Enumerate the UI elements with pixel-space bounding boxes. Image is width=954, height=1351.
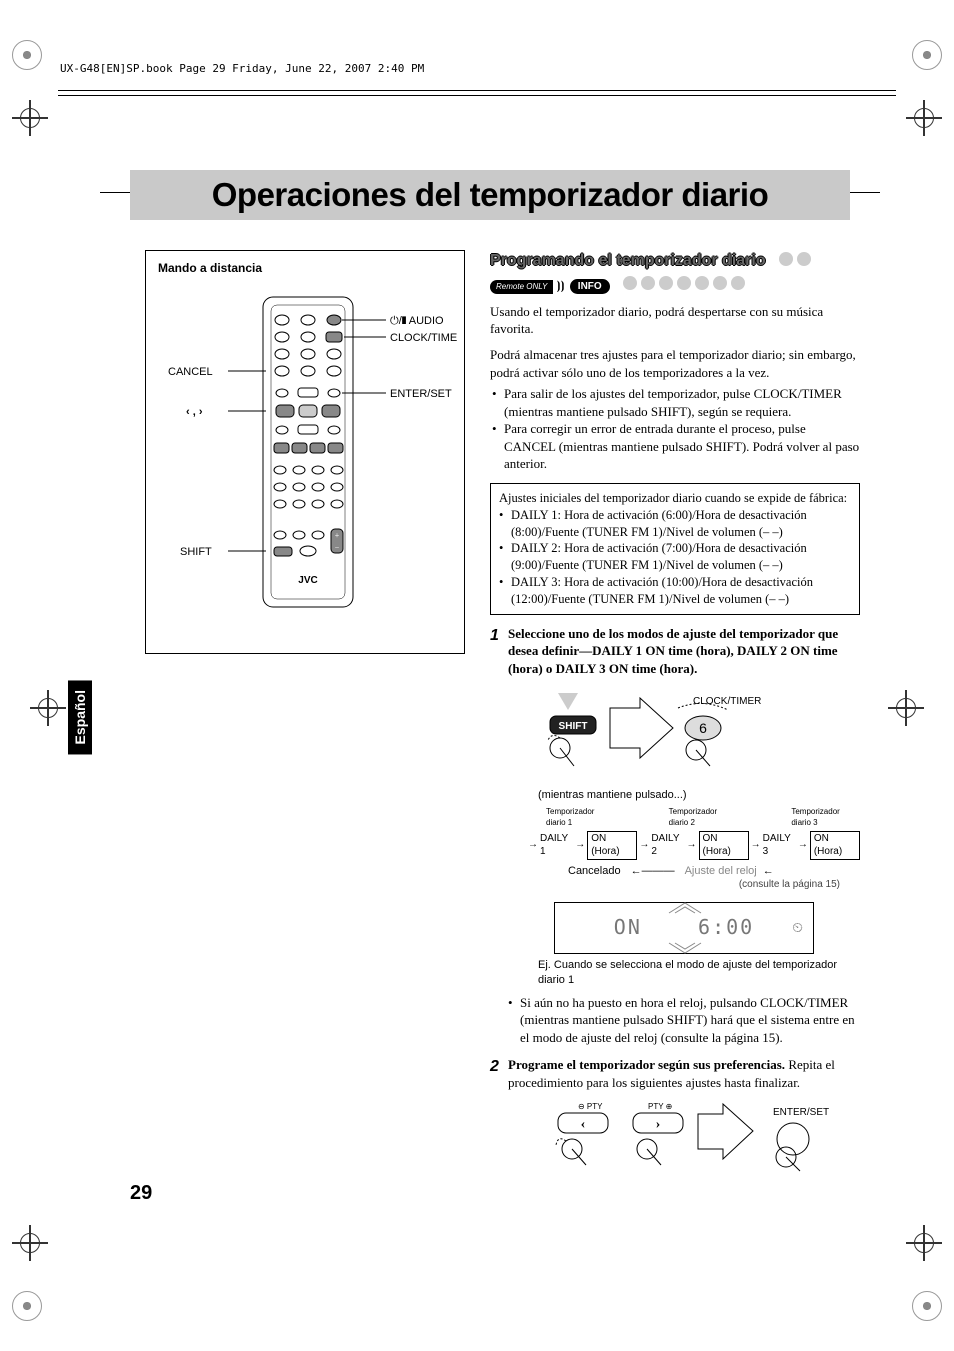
flow-caption: (mientras mantiene pulsado...) [538, 788, 860, 803]
signal-icon: ⦘⦘ [557, 278, 565, 292]
svg-text:CLOCK/TIMER: CLOCK/TIMER [693, 696, 761, 707]
step-1: 1 Seleccione uno de los modos de ajuste … [490, 625, 860, 1046]
info-badge: INFO [570, 279, 610, 295]
step-bold: Programe el temporizador según sus prefe… [508, 1057, 785, 1072]
svg-text:SHIFT: SHIFT [559, 721, 588, 732]
section-heading: Programando el temporizador diario [490, 250, 766, 272]
lcd-text: ON 6:00 [614, 914, 754, 941]
crop-mark [906, 100, 942, 136]
print-mark [12, 1291, 42, 1321]
bullet-item: •Para salir de los ajustes del temporiza… [492, 385, 860, 420]
rule [58, 95, 896, 96]
page-number: 29 [130, 1182, 152, 1205]
lcd-caption: Ej. Cuando se selecciona el modo de ajus… [538, 958, 860, 988]
clock-icon: ⏲ [792, 919, 803, 938]
factory-item: •DAILY 1: Hora de activación (6:00)/Hora… [499, 507, 851, 541]
page-title: Operaciones del temporizador diario [130, 176, 850, 214]
para-text: Podrá almacenar tres ajustes para el tem… [490, 346, 860, 381]
flow-diagram: Temporizador diario 1 Temporizador diari… [528, 807, 860, 892]
print-mark [912, 40, 942, 70]
step-number: 1 [490, 625, 508, 1046]
bullet-item: •Para corregir un error de entrada duran… [492, 420, 860, 473]
factory-item: •DAILY 3: Hora de activación (10:00)/Hor… [499, 574, 851, 608]
crop-mark [888, 690, 924, 726]
content-column: Programando el temporizador diario Remot… [490, 250, 860, 1184]
crop-mark [12, 100, 48, 136]
step-text: Seleccione uno de los modos de ajuste de… [508, 626, 838, 676]
crop-mark [906, 1225, 942, 1261]
label-shift: SHIFT [180, 546, 212, 558]
factory-settings-box: Ajustes iniciales del temporizador diari… [490, 483, 860, 615]
bullet-list: •Para salir de los ajustes del temporiza… [490, 385, 860, 473]
header-line: UX-G48[EN]SP.book Page 29 Friday, June 2… [60, 62, 424, 75]
label-arrows: ‹ , › [186, 406, 203, 418]
svg-text:⊖ PTY: ⊖ PTY [578, 1102, 603, 1111]
remote-title: Mando a distancia [158, 261, 452, 275]
svg-text:ENTER/SET: ENTER/SET [773, 1107, 829, 1118]
svg-text:›: › [656, 1117, 661, 1132]
label-audio: ⏻/❚ AUDIO [390, 315, 444, 327]
page-title-bar: Operaciones del temporizador diario [130, 170, 850, 220]
svg-text:−: − [335, 543, 340, 552]
step-2: 2 Programe el temporizador según sus pre… [490, 1056, 860, 1184]
print-mark [912, 1291, 942, 1321]
lcd-display: ON 6:00 ⏲ [554, 902, 814, 954]
factory-lead: Ajustes iniciales del temporizador diari… [499, 490, 851, 507]
label-enter: ENTER/SET [390, 388, 452, 400]
sub-bullet: •Si aún no ha puesto en hora el reloj, p… [508, 994, 860, 1047]
svg-text:6: 6 [699, 720, 707, 736]
remote-only-badge: Remote ONLY [490, 280, 553, 295]
rule [850, 192, 880, 193]
rule [100, 192, 130, 193]
intro-text: Usando el temporizador diario, podrá des… [490, 303, 860, 338]
brand-label: JVC [298, 575, 317, 586]
label-clock: CLOCK/TIMER [390, 332, 458, 344]
svg-text:PTY ⊕: PTY ⊕ [648, 1102, 672, 1111]
crop-mark [12, 1225, 48, 1261]
dots-icon [775, 252, 811, 271]
dots-icon [619, 276, 745, 295]
buttons-diagram: ⊖ PTY ‹ PTY ⊕ › ENTER/SET [548, 1099, 860, 1184]
step-number: 2 [490, 1056, 508, 1184]
svg-text:+: + [335, 531, 340, 540]
remote-box: Mando a distancia [145, 250, 465, 654]
badge-row: Remote ONLY ⦘⦘ INFO [490, 276, 860, 295]
svg-text:‹: ‹ [581, 1117, 586, 1132]
label-cancel: CANCEL [168, 366, 213, 378]
shift-clock-diagram: SHIFT CLOCK/TIMER 6 [528, 688, 860, 783]
factory-item: •DAILY 2: Hora de activación (7:00)/Hora… [499, 540, 851, 574]
remote-diagram: + − JVC CANCEL ‹ , › SHIFT ⏻/❚ AUDIO CLO… [158, 285, 452, 635]
print-mark [12, 40, 42, 70]
remote-panel: Mando a distancia [145, 250, 465, 654]
rule [58, 90, 896, 91]
language-tab: Español [68, 680, 92, 754]
crop-mark [30, 690, 66, 726]
